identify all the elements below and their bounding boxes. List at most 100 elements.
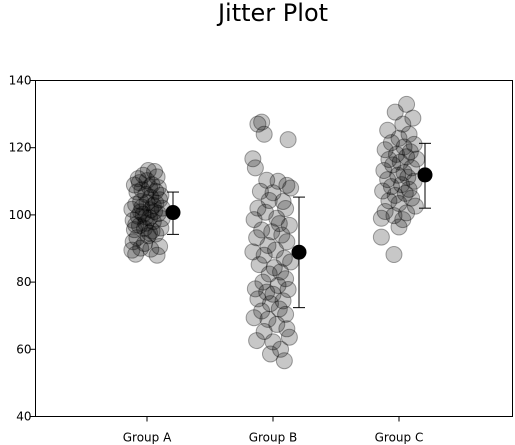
- y-tick-label: 80: [16, 275, 31, 289]
- data-point: [128, 229, 146, 247]
- data-point: [387, 145, 405, 163]
- data-point: [374, 182, 392, 200]
- mean-marker: [291, 244, 307, 260]
- data-point: [138, 172, 156, 190]
- data-point: [254, 273, 272, 291]
- data-point: [386, 103, 404, 121]
- data-point: [375, 162, 393, 180]
- data-point: [395, 164, 413, 182]
- data-point: [396, 184, 414, 202]
- data-point: [258, 283, 276, 301]
- data-point: [390, 129, 408, 147]
- data-point: [125, 221, 143, 239]
- data-point: [272, 263, 290, 281]
- data-point: [279, 131, 297, 149]
- data-point: [398, 148, 416, 166]
- data-point: [280, 328, 298, 346]
- data-point: [147, 225, 165, 243]
- data-point: [406, 197, 424, 215]
- data-point: [379, 171, 397, 189]
- data-point: [385, 246, 403, 264]
- data-point: [141, 209, 159, 227]
- data-point: [124, 233, 142, 251]
- data-point: [277, 305, 295, 323]
- data-point: [147, 194, 165, 212]
- data-point: [147, 182, 165, 200]
- data-point: [275, 249, 293, 267]
- data-point: [248, 229, 266, 247]
- data-point: [245, 309, 263, 327]
- data-point: [265, 259, 283, 277]
- data-point: [256, 203, 274, 221]
- data-point: [151, 237, 169, 255]
- data-point: [244, 150, 262, 168]
- data-point: [255, 125, 273, 143]
- data-point: [376, 141, 394, 159]
- data-point: [152, 219, 170, 237]
- data-point: [382, 134, 400, 152]
- data-point: [144, 213, 162, 231]
- data-point: [138, 194, 156, 212]
- data-point: [261, 295, 279, 313]
- data-point: [149, 179, 167, 197]
- data-point: [389, 166, 407, 184]
- data-point: [123, 241, 141, 259]
- data-point: [248, 332, 266, 350]
- data-point: [249, 290, 267, 308]
- data-point: [273, 226, 291, 244]
- x-tick-label: Group B: [249, 431, 298, 445]
- data-point: [405, 135, 423, 153]
- data-point: [403, 159, 421, 177]
- data-point: [261, 345, 279, 363]
- data-point: [255, 322, 273, 340]
- data-point: [135, 234, 153, 252]
- data-point: [250, 256, 268, 274]
- data-point: [384, 156, 402, 174]
- data-point: [278, 320, 296, 338]
- data-point: [152, 186, 170, 204]
- data-point: [275, 352, 293, 370]
- data-point: [130, 217, 148, 235]
- data-point: [246, 159, 264, 177]
- data-point: [400, 180, 418, 198]
- data-point: [382, 178, 400, 196]
- data-point: [137, 185, 155, 203]
- data-point: [268, 209, 286, 227]
- data-point: [125, 176, 143, 194]
- data-point: [133, 181, 151, 199]
- data-point: [282, 179, 300, 197]
- data-point: [386, 186, 404, 204]
- data-point: [244, 243, 262, 261]
- data-point: [394, 211, 412, 229]
- data-point: [132, 192, 150, 210]
- data-point: [148, 246, 166, 264]
- summary-markers: [165, 142, 433, 309]
- y-tick-label: 140: [9, 74, 32, 88]
- data-point: [372, 209, 390, 227]
- data-point: [246, 280, 264, 298]
- data-point: [133, 198, 151, 216]
- data-point: [270, 300, 288, 318]
- data-point: [124, 211, 142, 229]
- data-point: [270, 215, 288, 233]
- data-point: [132, 203, 150, 221]
- data-point: [390, 218, 408, 236]
- data-point: [137, 214, 155, 232]
- data-point: [379, 121, 397, 139]
- data-point: [137, 208, 155, 226]
- data-point: [148, 168, 166, 186]
- y-tick-label: 100: [9, 208, 32, 222]
- data-point: [279, 280, 297, 298]
- data-point: [253, 221, 271, 239]
- data-point: [277, 270, 295, 288]
- data-point: [390, 194, 408, 212]
- y-tick-label: 120: [9, 141, 32, 155]
- chart-title: Jitter Plot: [216, 0, 328, 27]
- data-point: [134, 166, 152, 184]
- data-point: [123, 200, 141, 218]
- x-tick-label: Group A: [123, 431, 172, 445]
- data-point: [278, 176, 296, 194]
- data-point: [127, 216, 145, 234]
- data-point: [129, 207, 147, 225]
- data-point: [376, 203, 394, 221]
